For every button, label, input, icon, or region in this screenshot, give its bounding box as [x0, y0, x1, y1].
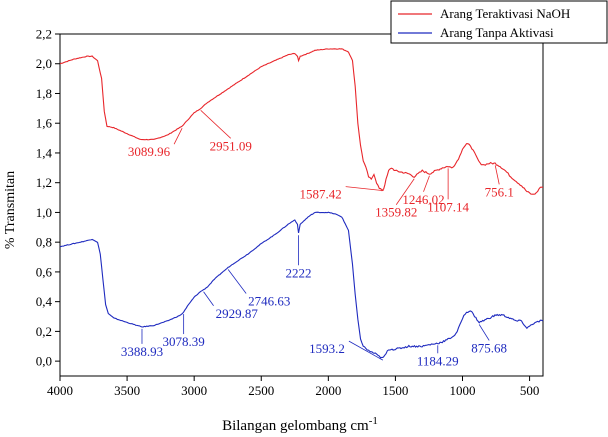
y-tick-label: 1,8: [36, 86, 52, 101]
x-tick-label: 4000: [47, 383, 73, 398]
y-tick-label: 1,2: [36, 175, 52, 190]
legend-label-tanpa-aktivasi: Arang Tanpa Aktivasi: [440, 25, 554, 40]
y-tick-label: 0,6: [36, 264, 53, 279]
y-axis-label: % Transmitan: [3, 171, 18, 249]
y-tick-label: 2,2: [36, 27, 52, 42]
x-tick-label: 500: [520, 383, 540, 398]
annotation-layer: 3089.96 2951.09 1587.42 1359.821246.021107.…: [121, 110, 514, 368]
annotation-leader: [423, 175, 430, 192]
y-tick-label: 0,8: [36, 235, 52, 250]
annotation-leader: [200, 110, 232, 139]
legend: Arang Teraktivasi NaOH Arang Tanpa Aktiv…: [390, 0, 608, 44]
axis-ticks: 4000 3500 3000 2500 2000 1500 1000 500 0,0 0,2 0,4…: [36, 27, 540, 399]
y-tick-label: 0,0: [36, 354, 52, 369]
legend-box: [390, 0, 608, 44]
peak-label: 1184.29: [417, 353, 459, 368]
x-tick-label: 3500: [114, 383, 140, 398]
peak-label: 1359.82: [375, 205, 417, 220]
peak-label: 2929.87: [216, 306, 259, 321]
peak-label: 2222: [286, 265, 312, 280]
series-line-0: [59, 48, 544, 195]
legend-label-naoh: Arang Teraktivasi NaOH: [440, 6, 570, 21]
peak-label: 1593.2: [309, 341, 345, 356]
annotation-leader: [348, 340, 384, 361]
y-tick-label: 2,0: [36, 56, 52, 71]
peak-label: 1246.02: [402, 192, 444, 207]
y-tick-label: 1,4: [36, 145, 53, 160]
x-axis-label-text: Bilangan gelombang cm: [222, 418, 369, 434]
y-tick-label: 1,0: [36, 205, 52, 220]
annotation-leader: [494, 165, 500, 185]
peak-label: 3089.96: [128, 144, 171, 159]
x-tick-label: 2500: [248, 383, 274, 398]
series-line-1: [59, 211, 544, 359]
x-axis-label: Bilangan gelombang cm-1: [222, 415, 378, 434]
peak-label: 3388.93: [121, 344, 163, 359]
annotation-leader: [345, 186, 384, 192]
y-tick-label: 0,2: [36, 324, 52, 339]
peak-label: 756.1: [485, 184, 514, 199]
peak-label: 1107.14: [427, 199, 469, 214]
peak-label: 3078.39: [163, 334, 205, 349]
annotation-leader: [478, 324, 490, 341]
annotation-leader: [227, 269, 247, 294]
x-axis-label-superscript: -1: [369, 415, 378, 427]
peak-label: 2746.63: [248, 293, 290, 308]
peak-label: 2951.09: [210, 138, 252, 153]
x-tick-label: 3000: [181, 383, 207, 398]
peak-label: 1587.42: [299, 187, 341, 202]
annotation-leader: [395, 178, 415, 205]
peak-label: 875.68: [471, 340, 507, 355]
y-tick-label: 1,6: [36, 116, 53, 131]
series-layer: [59, 48, 544, 359]
x-tick-label: 1000: [450, 383, 476, 398]
annotation-leader: [173, 128, 183, 145]
plot-frame: [59, 33, 544, 377]
y-tick-label: 0,4: [36, 294, 53, 309]
annotation-leader: [203, 291, 214, 306]
x-tick-label: 1500: [382, 383, 408, 398]
x-tick-label: 2000: [315, 383, 341, 398]
